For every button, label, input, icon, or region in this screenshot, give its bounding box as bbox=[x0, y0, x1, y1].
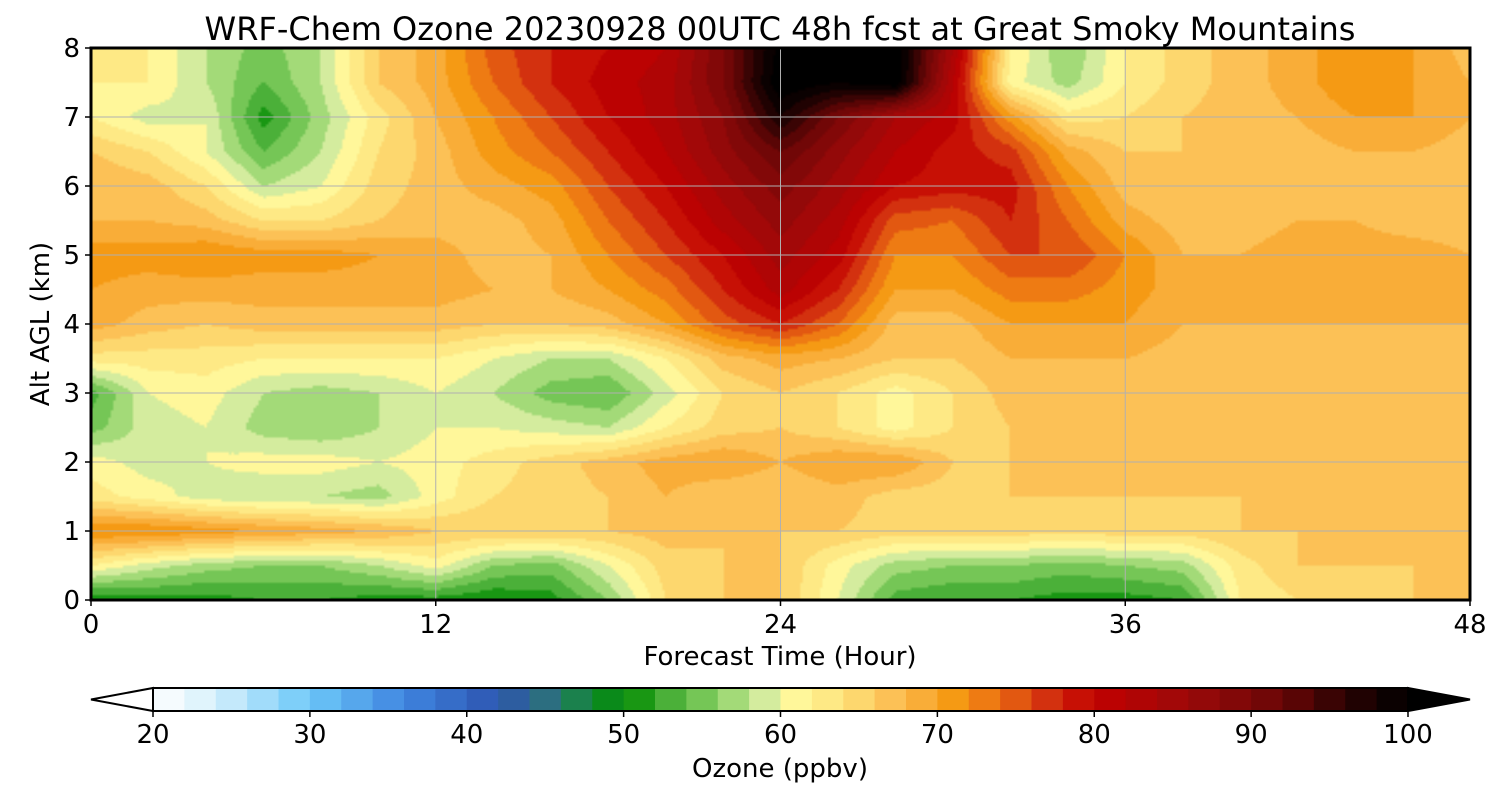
colorbar-segment bbox=[247, 688, 280, 711]
colorbar-tick-label: 90 bbox=[1235, 720, 1268, 750]
y-axis: 0 1 2 3 4 5 6 7 8 bbox=[63, 34, 91, 616]
colorbar-max-extension bbox=[1407, 686, 1471, 713]
colorbar-segment bbox=[937, 688, 970, 711]
colorbar-label: Ozone (ppbv) bbox=[692, 754, 868, 784]
colorbar-segment bbox=[1219, 688, 1252, 711]
colorbar-segment bbox=[717, 688, 750, 711]
colorbar-segment bbox=[153, 688, 185, 711]
colorbar-segment bbox=[686, 688, 719, 711]
colorbar-segment bbox=[435, 688, 468, 711]
chart-title: WRF-Chem Ozone 20230928 00UTC 48h fcst a… bbox=[205, 10, 1356, 48]
colorbar-tick-label: 30 bbox=[293, 720, 326, 750]
colorbar-tick-label: 60 bbox=[764, 720, 797, 750]
y-tick-label: 3 bbox=[63, 379, 80, 409]
colorbar-segment bbox=[906, 688, 938, 711]
colorbar-segment bbox=[309, 688, 342, 711]
y-tick-label: 0 bbox=[63, 586, 80, 616]
y-tick-label: 5 bbox=[63, 241, 80, 271]
y-tick-label: 6 bbox=[63, 172, 80, 202]
y-tick-label: 8 bbox=[63, 34, 80, 64]
colorbar-segment bbox=[1282, 688, 1315, 711]
colorbar-segment bbox=[1094, 688, 1127, 711]
colorbar-segment bbox=[1188, 688, 1221, 711]
x-tick-label: 12 bbox=[419, 610, 452, 640]
colorbar-segment bbox=[341, 688, 374, 711]
colorbar-segment bbox=[1345, 688, 1378, 711]
colorbar-segment bbox=[466, 688, 499, 711]
colorbar-segment bbox=[655, 688, 687, 711]
colorbar-min-extension bbox=[90, 686, 154, 713]
colorbar-segment bbox=[1376, 688, 1409, 711]
colorbar-segment bbox=[404, 688, 436, 711]
colorbar-segment bbox=[1251, 688, 1284, 711]
y-axis-label: Alt AGL (km) bbox=[26, 242, 56, 406]
colorbar-segment bbox=[184, 688, 217, 711]
colorbar-tick-label: 70 bbox=[921, 720, 954, 750]
colorbar-segment bbox=[1000, 688, 1033, 711]
colorbar-tick-label: 50 bbox=[607, 720, 640, 750]
x-axis-label: Forecast Time (Hour) bbox=[643, 642, 916, 672]
colorbar-tick-label: 100 bbox=[1383, 720, 1433, 750]
colorbar-segment bbox=[874, 688, 907, 711]
colorbar-segment bbox=[780, 688, 813, 711]
colorbar-segment bbox=[278, 688, 311, 711]
x-axis: 0 12 24 36 48 bbox=[83, 600, 1487, 640]
x-tick-label: 36 bbox=[1109, 610, 1142, 640]
y-tick-label: 1 bbox=[63, 517, 80, 547]
colorbar-segment bbox=[1125, 688, 1158, 711]
colorbar-segment bbox=[1062, 688, 1095, 711]
y-tick-label: 7 bbox=[63, 103, 80, 133]
x-tick-label: 0 bbox=[83, 610, 100, 640]
colorbar-segment bbox=[843, 688, 876, 711]
colorbar-segment bbox=[1157, 688, 1189, 711]
colorbar-segment bbox=[592, 688, 625, 711]
colorbar-segment bbox=[968, 688, 1001, 711]
colorbar-tick-label: 20 bbox=[136, 720, 169, 750]
y-tick-label: 4 bbox=[63, 310, 80, 340]
x-tick-label: 48 bbox=[1453, 610, 1486, 640]
x-tick-label: 24 bbox=[764, 610, 797, 640]
colorbar bbox=[90, 686, 1471, 713]
colorbar-segment bbox=[1031, 688, 1064, 711]
colorbar-segment bbox=[529, 688, 562, 711]
colorbar-segment bbox=[811, 688, 844, 711]
colorbar-tick-label: 80 bbox=[1078, 720, 1111, 750]
colorbar-segment bbox=[215, 688, 248, 711]
colorbar-segment bbox=[623, 688, 656, 711]
colorbar-segment bbox=[749, 688, 782, 711]
colorbar-segment bbox=[560, 688, 593, 711]
colorbar-ticks: 20 30 40 50 60 70 80 90 100 bbox=[136, 711, 1433, 750]
colorbar-segment bbox=[1313, 688, 1346, 711]
colorbar-tick-label: 40 bbox=[450, 720, 483, 750]
colorbar-segment bbox=[498, 688, 531, 711]
colorbar-segment bbox=[372, 688, 405, 711]
y-tick-label: 2 bbox=[63, 448, 80, 478]
